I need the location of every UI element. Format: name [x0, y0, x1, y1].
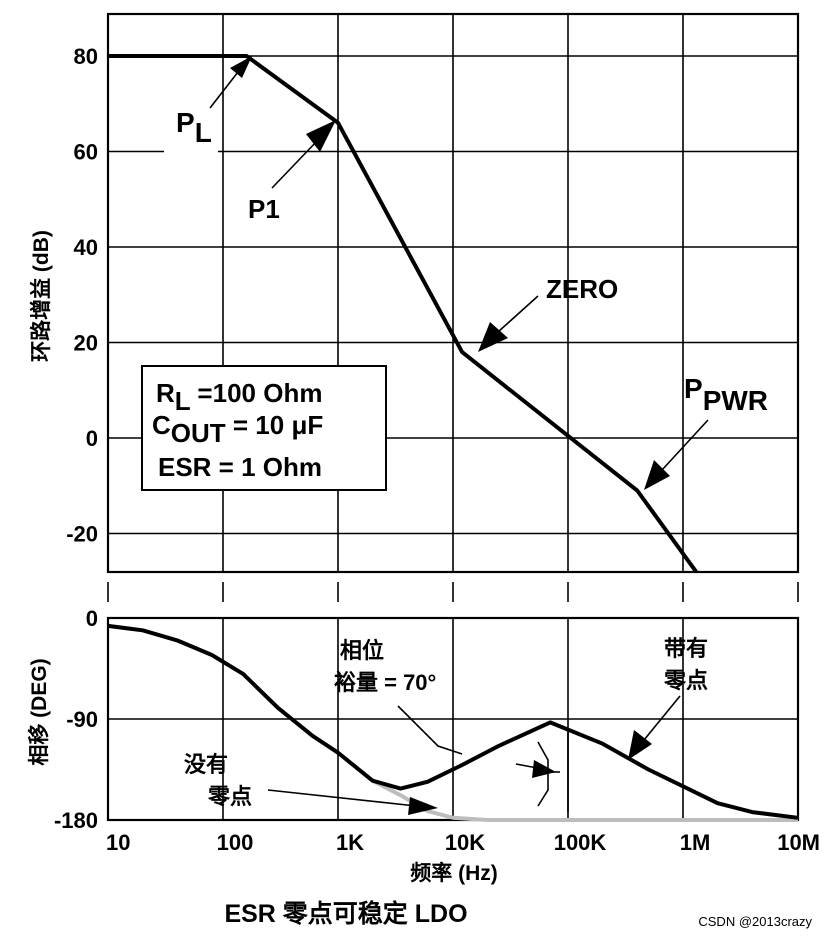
annotation-ppwr: PPWR	[644, 373, 768, 490]
svg-text:带有: 带有	[664, 636, 708, 661]
svg-text:PL: PL	[176, 107, 212, 148]
watermark: CSDN @2013crazy	[698, 914, 812, 929]
svg-text:PPWR: PPWR	[684, 373, 768, 416]
annotation-zero: ZERO	[478, 274, 618, 352]
gain-series-line	[108, 54, 698, 573]
figure-caption: ESR 零点可稳定 LDO	[224, 899, 467, 928]
phase-x-tick-100: 100	[217, 830, 254, 855]
svg-text:P1: P1	[248, 194, 280, 224]
component-values-box: RL =100 Ohm COUT = 10 μF ESR = 1 Ohm	[141, 365, 387, 491]
phase-series-with-zero	[107, 623, 799, 820]
phase-x-tick-10K: 10K	[445, 830, 485, 855]
phase-y-tick--180: -180	[54, 808, 98, 833]
legend-cout: COUT = 10 μF	[152, 410, 323, 448]
annotation-without-zero: 没有 零点	[184, 752, 438, 815]
phase-y-axis-label: 相移 (DEG)	[27, 658, 51, 765]
svg-text:没有: 没有	[184, 752, 228, 777]
svg-text:零点: 零点	[663, 668, 708, 693]
phase-x-tick-100K: 100K	[554, 830, 607, 855]
phase-y-tick-labels: 0 -90 -180	[54, 606, 98, 833]
phase-x-tick-1M: 1M	[680, 830, 711, 855]
gain-y-tick-labels: 80 60 40 20 0 -20	[66, 44, 98, 547]
annotation-with-zero: 带有 零点	[628, 636, 708, 760]
phase-y-tick-0: 0	[86, 606, 98, 631]
phase-series-without-zero	[371, 778, 798, 822]
phase-x-tick-10: 10	[106, 830, 130, 855]
svg-text:相位: 相位	[340, 638, 384, 663]
phase-x-axis-label: 频率 (Hz)	[410, 861, 498, 885]
annotation-p1: P1	[248, 120, 336, 224]
phase-x-tick-10M: 10M	[777, 830, 820, 855]
svg-text:裕量 = 70°: 裕量 = 70°	[334, 670, 436, 695]
legend-esr: ESR = 1 Ohm	[158, 452, 322, 482]
gain-y-tick-20: 20	[74, 331, 98, 356]
gain-y-tick-60: 60	[74, 140, 98, 165]
gain-y-tick-0: 0	[86, 426, 98, 451]
inter-plot-tick-marks	[107, 582, 799, 602]
svg-text:ZERO: ZERO	[546, 274, 618, 304]
gain-y-tick--20: -20	[66, 522, 98, 547]
phase-y-tick--90: -90	[66, 707, 98, 732]
legend-rl: RL =100 Ohm	[156, 378, 322, 416]
gain-plot: 80 60 40 20 0 -20 环路增益 (dB) RL =100 Ohm COUT …	[29, 12, 800, 574]
phase-x-tick-1K: 1K	[336, 830, 364, 855]
gain-y-axis-label: 环路增益 (dB)	[29, 230, 53, 362]
phase-plot: 0 -90 -180 10 100 1K 10K 100K 1M 10M 相移 (DEG) 相位…	[27, 606, 820, 885]
annotation-pl: PL	[164, 56, 252, 154]
gain-y-tick-80: 80	[74, 44, 98, 69]
svg-text:零点: 零点	[207, 784, 252, 809]
gain-y-tick-40: 40	[74, 235, 98, 260]
annotation-phase-margin: 相位 裕量 = 70°	[334, 638, 569, 812]
phase-x-tick-labels: 10 100 1K 10K 100K 1M 10M	[106, 830, 820, 855]
